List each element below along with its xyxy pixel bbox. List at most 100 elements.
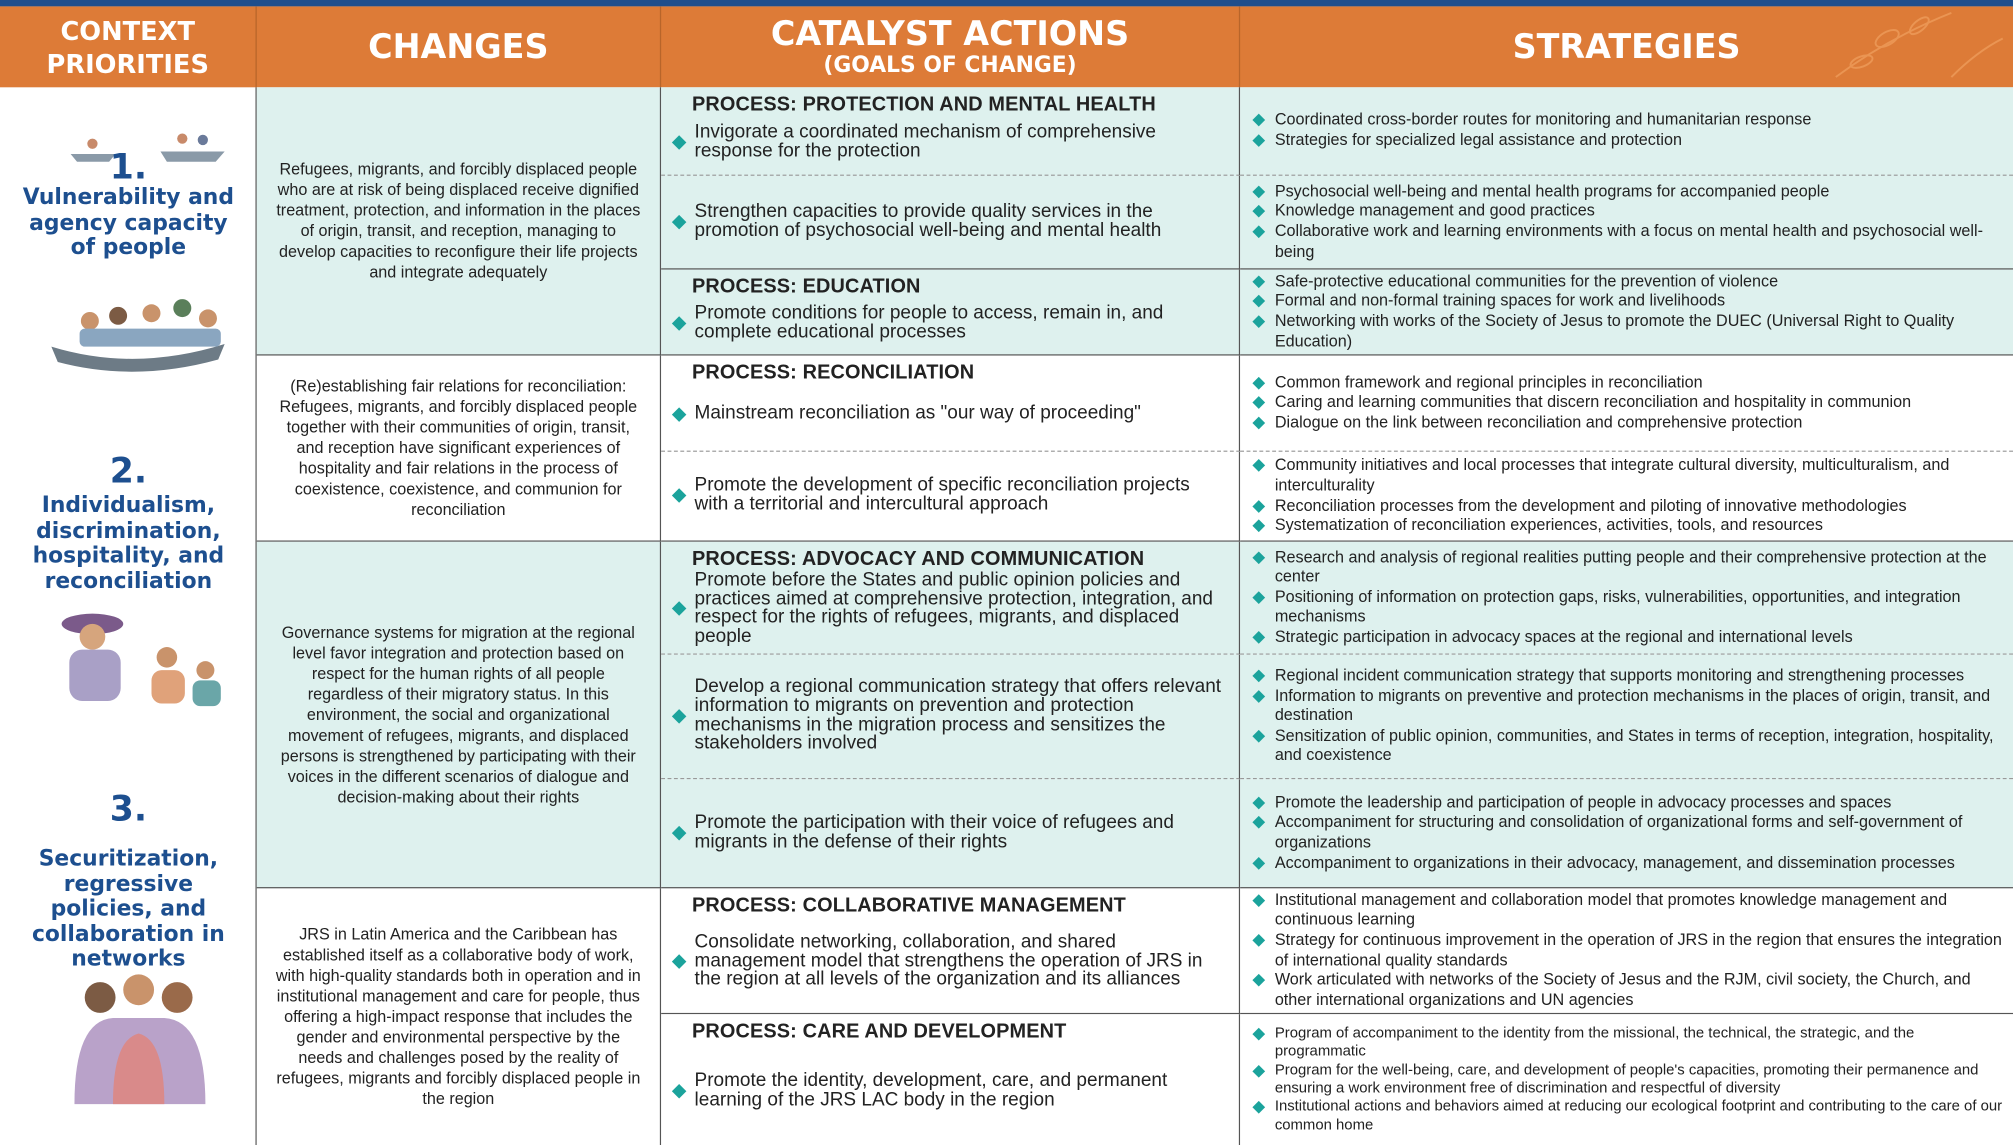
strategy-item: Promote the leadership and participation…	[1252, 793, 2003, 813]
catalyst-action-cell: Promote the development of specific reco…	[661, 451, 1241, 542]
strategy-item: Research and analysis of regional realit…	[1252, 547, 2003, 588]
strategy-text: Accompaniment for structuring and consol…	[1274, 813, 1963, 852]
bullet	[671, 825, 687, 840]
strategy-text: Institutional management and collaborati…	[1274, 890, 1948, 929]
header-title: CATALYST ACTIONS	[770, 14, 1130, 54]
action-text: Invigorate a coordinated mechanism of co…	[694, 121, 1156, 162]
strategies-cell: Program of accompaniment to the identity…	[1240, 1014, 2013, 1145]
bullet	[1252, 499, 1266, 513]
strategy-text: Strategy for continuous improvement in t…	[1274, 930, 2002, 969]
bullet	[1252, 275, 1266, 288]
column-header: CATALYST ACTIONS (GOALS OF CHANGE)	[661, 6, 1241, 88]
strategy-item: Regional incident communication strategy…	[1252, 666, 2003, 686]
bullet	[1252, 630, 1266, 644]
strategy-item: Sensitization of public opinion, communi…	[1252, 726, 2003, 766]
strategies-cell: Regional incident communication strategy…	[1240, 654, 2013, 780]
priority-label: Securitization, regressive policies, and…	[31, 846, 225, 972]
strategy-item: Common framework and regional principles…	[1252, 373, 2003, 393]
action-body: Strengthen capacities to provide quality…	[671, 182, 1223, 260]
bullet	[1252, 396, 1266, 410]
strategy-item: Information to migrants on preventive an…	[1252, 686, 2003, 726]
bullet	[1252, 893, 1266, 907]
bullet	[1252, 1027, 1266, 1041]
strategies-cell: Coordinated cross-border routes for moni…	[1240, 87, 2013, 176]
illustration-embrace	[74, 974, 206, 1105]
strategy-item: Formal and non-formal training spaces fo…	[1252, 291, 2003, 312]
leaf-ornament	[1835, 11, 2004, 78]
process-title: PROCESS: RECONCILIATION	[691, 362, 975, 384]
strategy-text: Formal and non-formal training spaces fo…	[1274, 291, 1726, 310]
bullet	[1252, 114, 1266, 127]
bullet	[671, 488, 687, 503]
action-body: Promote conditions for people to access,…	[671, 299, 1223, 347]
bullet	[1252, 550, 1266, 564]
top-bar	[0, 0, 2013, 7]
action-body: Consolidate networking, collaboration, a…	[671, 918, 1223, 1005]
action-text: Promote conditions for people to access,…	[694, 302, 1164, 343]
bullet	[1252, 376, 1266, 390]
column-header: CONTEXT PRIORITIES	[0, 6, 257, 88]
strategy-item: Coordinated cross-border routes for moni…	[1252, 110, 2003, 131]
illustration-boat	[70, 133, 225, 162]
strategy-text: Strategies for specialized legal assista…	[1274, 130, 1682, 149]
strategy-text: Work articulated with networks of the So…	[1274, 970, 1971, 1009]
strategy-item: Systematization of reconciliation experi…	[1252, 516, 2003, 536]
illustration-family	[61, 613, 221, 707]
header-subtitle: (GOALS OF CHANGE)	[823, 51, 1077, 78]
priority-number: 3.	[109, 789, 148, 830]
bullet	[1252, 185, 1266, 199]
strategy-text: Coordinated cross-border routes for moni…	[1274, 110, 1812, 129]
strategies-cell: Research and analysis of regional realit…	[1240, 541, 2013, 655]
strategy-text: Knowledge management and good practices	[1274, 202, 1595, 221]
strategy-text: Dialogue on the link between reconciliat…	[1274, 413, 1803, 432]
bullet	[1252, 933, 1266, 947]
catalyst-action-cell: PROCESS: EDUCATION Promote conditions for…	[661, 269, 1241, 356]
strategy-item: Positioning of information on protection…	[1252, 588, 2003, 628]
strategy-item: Strategy for continuous improvement in t…	[1252, 930, 2003, 971]
strategy-text: Regional incident communication strategy…	[1274, 666, 1965, 685]
process-title: PROCESS: ADVOCACY AND COMMUNICATION	[691, 548, 1145, 571]
bullet	[1252, 205, 1266, 219]
strategy-item: Dialogue on the link between reconciliat…	[1252, 413, 2003, 433]
bullet	[671, 1083, 687, 1098]
bullet	[1252, 1064, 1266, 1078]
strategy-item: Knowledge management and good practices	[1252, 202, 2003, 222]
action-body: Promote before the States and public opi…	[671, 571, 1223, 646]
strategy-text: Accompaniment to organizations in their …	[1274, 853, 1955, 872]
catalyst-action-cell: PROCESS: COLLABORATIVE MANAGEMENT Consoli…	[661, 888, 1241, 1015]
strategy-item: Work articulated with networks of the So…	[1252, 970, 2003, 1011]
catalyst-action-cell: PROCESS: RECONCILIATION Mainstream reconc…	[661, 355, 1241, 452]
bullet	[1252, 973, 1266, 987]
bullet	[1252, 225, 1266, 239]
strategy-item: Strategic participation in advocacy spac…	[1252, 628, 2003, 648]
priority-label: Vulnerability and agency capacity of peo…	[22, 184, 234, 261]
strategy-text: Research and analysis of regional realit…	[1274, 547, 1987, 586]
bullet	[1252, 459, 1266, 473]
bullet	[1252, 295, 1266, 308]
illustration-raft	[51, 299, 225, 372]
change-cell: (Re)establishing fair relations for reco…	[256, 355, 662, 542]
bullet	[1252, 315, 1266, 328]
strategy-item: Program for the well-being, care, and de…	[1252, 1061, 2003, 1098]
bullet	[1252, 416, 1266, 430]
strategy-text: Program for the well-being, care, and de…	[1274, 1061, 1979, 1097]
catalyst-action-cell: Promote the participation with their voi…	[661, 779, 1241, 889]
column-header: STRATEGIES	[1240, 6, 2013, 87]
catalyst-action-cell: Strengthen capacities to provide quality…	[661, 175, 1241, 270]
bullet	[671, 601, 687, 617]
action-body: Mainstream reconciliation as "our way of…	[671, 385, 1223, 443]
bullet	[1252, 856, 1266, 870]
process-title: PROCESS: PROTECTION AND MENTAL HEALTH	[691, 93, 1156, 116]
action-text: Promote the development of specific reco…	[694, 475, 1190, 515]
strategy-item: Institutional actions and behaviors aime…	[1252, 1098, 2003, 1135]
bullet	[671, 708, 687, 723]
strategy-text: Networking with works of the Society of …	[1274, 311, 1955, 350]
process-title: PROCESS: COLLABORATIVE MANAGEMENT	[691, 894, 1126, 917]
catalyst-action-cell: PROCESS: PROTECTION AND MENTAL HEALTH Inv…	[661, 87, 1241, 176]
strategy-text: Institutional actions and behaviors aime…	[1274, 1098, 2003, 1134]
strategies-cell: Promote the leadership and participation…	[1240, 779, 2013, 889]
strategy-item: Networking with works of the Society of …	[1252, 311, 2003, 352]
strategy-text: Promote the leadership and participation…	[1274, 793, 1892, 812]
